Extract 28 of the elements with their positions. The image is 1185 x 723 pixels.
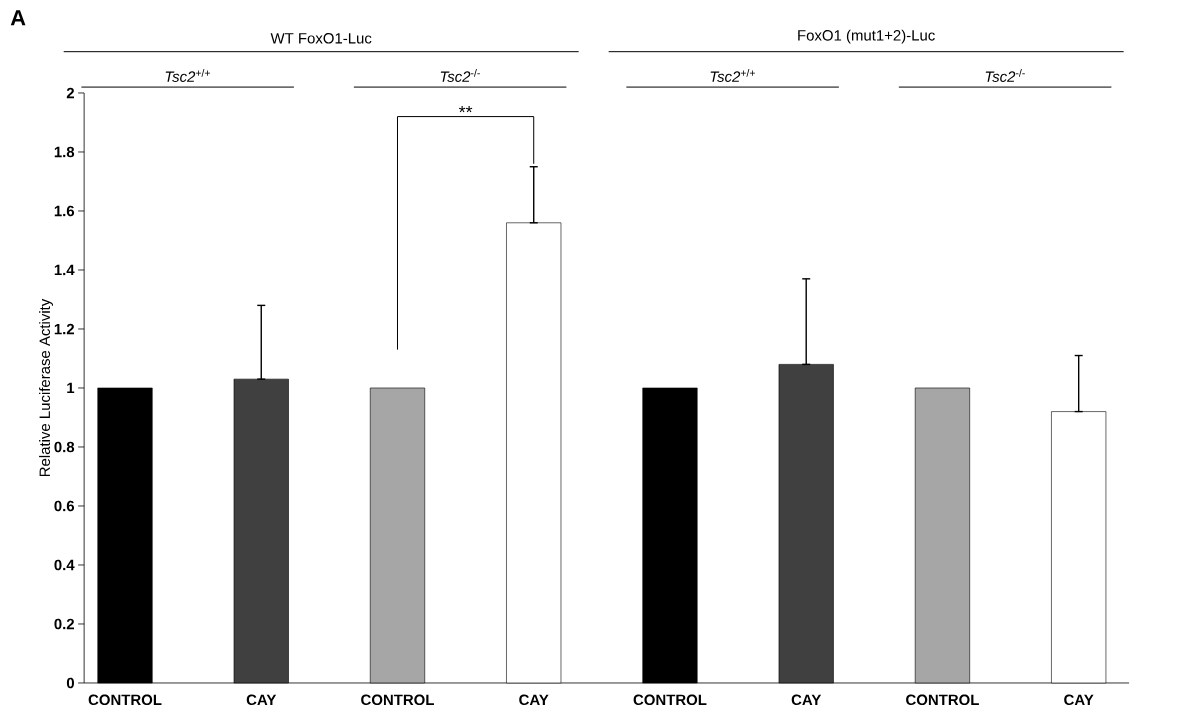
annotation: **: [458, 105, 473, 113]
x-tick-label: CAY: [791, 694, 822, 706]
x-tick-label: CONTROL: [361, 694, 434, 706]
x-tick-label: CAY: [519, 694, 549, 706]
text: Tsc2$^{+/+}$: [165, 69, 210, 82]
y-tick-label: 2: [66, 87, 75, 99]
text: Tsc2$^{-/-}$: [440, 69, 480, 82]
y-tick-label: 1: [67, 382, 75, 394]
y-tick-label: 0.2: [54, 618, 75, 630]
x-tick-label: CAY: [246, 694, 277, 706]
y-tick-label: 1.4: [54, 264, 75, 276]
x-tick-label: CONTROL: [633, 694, 707, 706]
y-tick-label: 0.6: [54, 500, 75, 512]
y-tick-label: 1.6: [54, 205, 75, 217]
x-tick-label: CAY: [1064, 694, 1094, 706]
text: FoxO1 (mut1+2)-Luc: [798, 29, 935, 44]
y-tick-label: 0.4: [54, 559, 75, 571]
y-tick-label: 0.8: [54, 441, 75, 453]
x-tick-label: CONTROL: [906, 694, 979, 706]
text: WT FoxO1-Luc: [270, 33, 372, 44]
text: Tsc2$^{-/-}$: [985, 69, 1025, 82]
text: Tsc2$^{+/+}$: [710, 69, 755, 82]
y-tick-label: 1.2: [54, 323, 75, 335]
y-tick-label: 0: [66, 677, 74, 689]
text: A: [10, 10, 26, 26]
x-tick-label: CONTROL: [88, 694, 162, 706]
y-tick-label: 1.8: [54, 146, 75, 158]
y-axis-title: Relative Luciferase Activity: [39, 298, 53, 477]
